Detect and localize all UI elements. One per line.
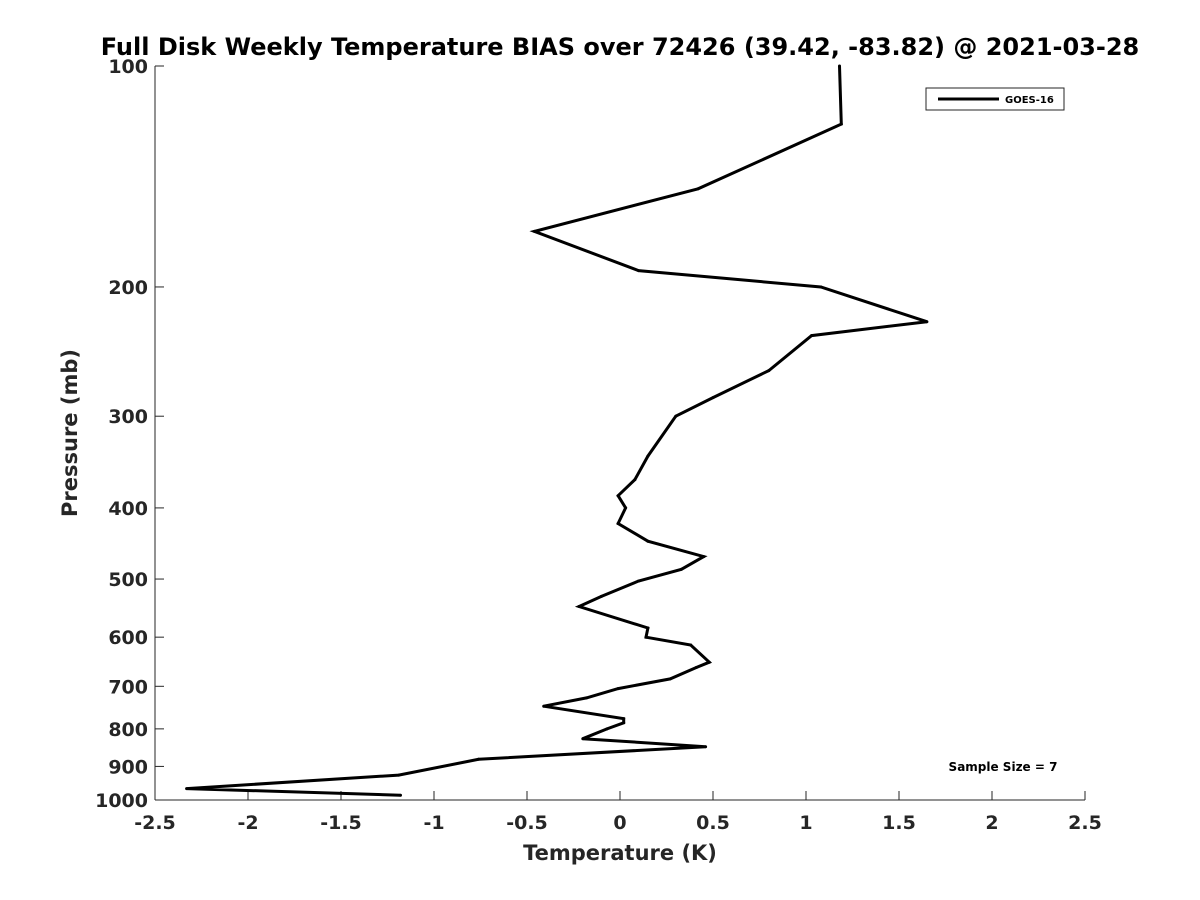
data-point [646,454,650,458]
data-point [185,787,189,791]
y-tick-label: 900 [108,756,148,778]
y-tick-label: 600 [108,627,148,649]
x-tick-label: 1.5 [882,812,916,834]
data-point [646,539,650,543]
data-point [532,229,536,233]
data-point [819,285,823,289]
y-ticks: 100 200 300 400 500 600 700 800 900 1000 [95,56,164,812]
data-point [810,334,814,338]
y-tick-label: 500 [108,569,148,591]
data-point [599,594,603,598]
series-line-goes-16 [186,65,928,797]
data-point [605,727,609,731]
y-tick-label: 100 [108,56,148,78]
y-axis-label: Pressure (mb) [58,349,82,517]
data-point [616,494,620,498]
data-point [668,677,672,681]
data-point [624,506,628,510]
legend: GOES-16 [925,87,1065,111]
x-tick-label: 0 [613,812,626,834]
data-point [581,737,585,741]
y-tick-label: 700 [108,676,148,698]
data-point [616,687,620,691]
x-tick-label: 2 [985,812,998,834]
x-tick-label: 1 [799,812,812,834]
data-point [577,605,581,608]
data-point [767,369,771,373]
data-point [925,320,929,324]
data-point [674,414,678,418]
x-tick-label: -2.5 [134,812,176,834]
x-axis-label: Temperature (K) [523,841,717,865]
data-point [644,635,648,639]
x-tick-label: -1 [423,812,444,834]
data-point [838,64,841,68]
x-tick-label: 2.5 [1068,812,1102,834]
x-tick-label: -0.5 [506,812,548,834]
data-point [616,522,620,525]
data-point [633,478,637,482]
data-point [696,187,700,191]
data-point [622,717,626,721]
data-point [689,643,693,647]
y-tick-label: 1000 [95,790,148,812]
x-tick-label: -1.5 [320,812,362,834]
x-ticks: -2.5 -2 -1.5 -1 -0.5 0 0.5 1 1.5 2 2.5 [134,791,1102,834]
data-point [397,773,401,777]
data-point [704,745,708,749]
legend-label-goes-16: GOES-16 [1005,95,1054,106]
data-point [711,396,715,400]
data-points [185,64,929,797]
data-point [637,579,641,583]
axes [154,66,1085,801]
y-tick-label: 400 [108,498,148,520]
data-point [839,122,843,126]
data-point [646,626,650,630]
data-point [707,660,711,664]
x-tick-label: -2 [237,812,258,834]
data-point [694,666,698,669]
data-point [399,793,402,797]
y-tick-label: 800 [108,719,148,741]
data-point [679,567,683,571]
y-tick-label: 200 [108,277,148,299]
data-point [637,269,641,273]
y-tick-label: 300 [108,406,148,428]
sample-size-annotation: Sample Size = 7 [949,760,1058,774]
chart-title: Full Disk Weekly Temperature BIAS over 7… [101,33,1140,61]
data-point [702,555,706,559]
x-tick-label: 0.5 [696,812,730,834]
data-point [622,721,626,725]
data-point [542,704,546,708]
data-point [477,757,481,761]
data-point [585,696,588,700]
